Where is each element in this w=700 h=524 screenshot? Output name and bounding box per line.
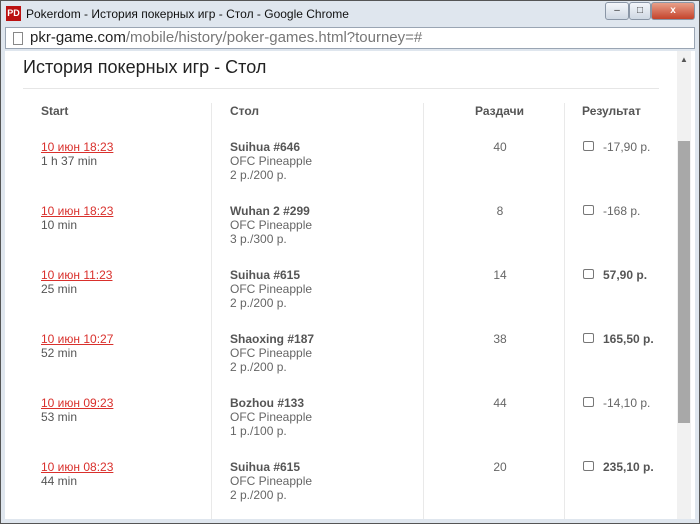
game-duration: 52 min	[41, 346, 78, 360]
title-bar: PD Pokerdom - История покерных игр - Сто…	[1, 1, 699, 25]
game-type: OFC Pineapple	[230, 474, 313, 488]
hands-count: 40	[493, 140, 507, 154]
game-type: OFC Pineapple	[230, 218, 313, 232]
column-divider	[211, 103, 212, 519]
wallet-icon	[583, 461, 594, 471]
url-path: /mobile/history/poker-games.html?tourney…	[125, 29, 423, 46]
stakes: 1 p./100 p.	[230, 424, 287, 438]
divider	[23, 88, 659, 89]
game-type: OFC Pineapple	[230, 346, 313, 360]
table-row: 10 июн 08:23 44 min Suihua #615 OFC Pine…	[5, 460, 675, 519]
game-duration: 25 min	[41, 282, 78, 296]
game-duration: 1 h 37 min	[41, 154, 98, 168]
game-duration: 44 min	[41, 474, 78, 488]
table-row: 10 июн 18:23 10 min Wuhan 2 #299 OFC Pin…	[5, 204, 675, 268]
wallet-icon	[583, 141, 594, 151]
wallet-icon	[583, 397, 594, 407]
hands-count: 8	[496, 204, 504, 218]
header-result: Результат	[582, 104, 641, 118]
result-amount: -14,10 р.	[603, 396, 651, 410]
wallet-icon	[583, 333, 594, 343]
game-date-link[interactable]: 10 июн 11:23	[41, 268, 113, 282]
table-name: Suihua #615	[230, 460, 301, 474]
stakes: 2 p./200 p.	[230, 488, 287, 502]
scroll-up-icon[interactable]: ▲	[680, 55, 688, 64]
table-name: Bozhou #133	[230, 396, 305, 410]
game-type: OFC Pineapple	[230, 154, 313, 168]
stakes: 3 p./300 p.	[230, 232, 287, 246]
pokerdom-logo: PD	[6, 6, 21, 21]
table-row: 10 июн 11:23 25 min Suihua #615 OFC Pine…	[5, 268, 675, 332]
minimize-button[interactable]: –	[605, 2, 629, 20]
header-start: Start	[41, 104, 69, 118]
result-amount: 57,90 р.	[603, 268, 648, 282]
header-table: Стол	[230, 104, 260, 118]
wallet-icon	[583, 269, 594, 279]
table-name: Wuhan 2 #299	[230, 204, 310, 218]
hands-count: 14	[493, 268, 507, 282]
table-name: Shaoxing #187	[230, 332, 315, 346]
column-divider	[423, 103, 424, 519]
table-row: 10 июн 09:23 53 min Bozhou #133 OFC Pine…	[5, 396, 675, 460]
game-date-link[interactable]: 10 июн 18:23	[41, 140, 114, 154]
game-date-link[interactable]: 10 июн 10:27	[41, 332, 114, 346]
maximize-button[interactable]: □	[629, 2, 651, 20]
game-date-link[interactable]: 10 июн 08:23	[41, 460, 114, 474]
table-row: 10 июн 10:27 52 min Shaoxing #187 OFC Pi…	[5, 332, 675, 396]
url-domain: pkr-game.com	[30, 29, 126, 46]
column-divider	[564, 103, 565, 519]
game-date-link[interactable]: 10 июн 09:23	[41, 396, 114, 410]
stakes: 2 p./200 p.	[230, 360, 287, 374]
stakes: 2 p./200 p.	[230, 168, 287, 182]
hands-count: 44	[493, 396, 507, 410]
stakes: 2 p./200 p.	[230, 296, 287, 310]
page-icon	[13, 32, 23, 45]
scrollbar[interactable]: ▲	[677, 51, 691, 519]
scrollbar-thumb[interactable]	[678, 141, 690, 423]
hands-count: 38	[493, 332, 507, 346]
game-duration: 10 min	[41, 218, 78, 232]
game-date-link[interactable]: 10 июн 18:23	[41, 204, 114, 218]
result-amount: -17,90 р.	[603, 140, 651, 154]
result-amount: 235,10 р.	[603, 460, 654, 474]
close-button[interactable]: x	[651, 2, 695, 20]
page-content: История покерных игр - Стол Start Стол Р…	[5, 51, 695, 519]
wallet-icon	[583, 205, 594, 215]
game-type: OFC Pineapple	[230, 410, 313, 424]
table-row: 10 июн 18:23 1 h 37 min Suihua #646 OFC …	[5, 140, 675, 204]
game-type: OFC Pineapple	[230, 282, 313, 296]
header-hands: Раздачи	[475, 104, 524, 118]
game-duration: 53 min	[41, 410, 78, 424]
address-bar[interactable]: pkr-game.com/mobile/history/poker-games.…	[5, 27, 695, 49]
result-amount: 165,50 р.	[603, 332, 654, 346]
table-name: Suihua #646	[230, 140, 301, 154]
page-title: История покерных игр - Стол	[23, 57, 267, 77]
result-amount: -168 р.	[603, 204, 641, 218]
table-name: Suihua #615	[230, 268, 301, 282]
hands-count: 20	[493, 460, 507, 474]
window-title: Pokerdom - История покерных игр - Стол -…	[26, 7, 349, 21]
